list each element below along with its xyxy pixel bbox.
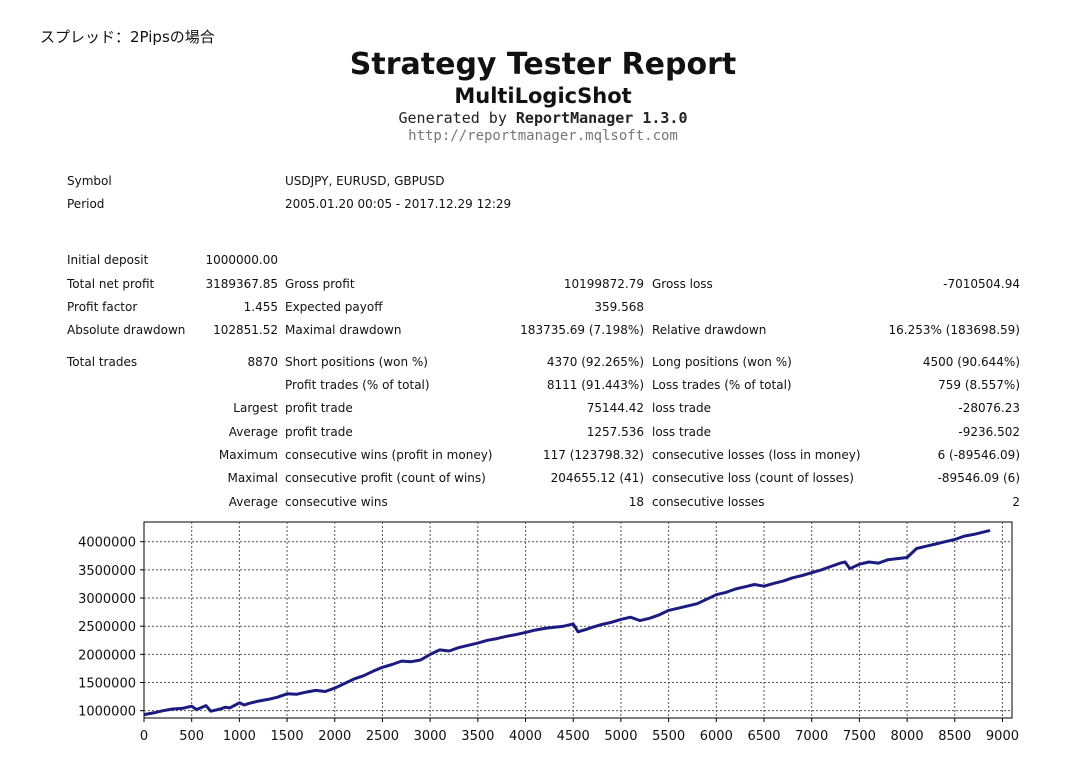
chart-x-axis: 0 500 1000 1500 2000 2500 3000 3500 4000 4500 5000…	[140, 718, 1019, 744]
x-tick-label: 8500	[938, 729, 971, 744]
symbol-value: USDJPY, EURUSD, GBPUSD	[285, 174, 445, 188]
total-net-profit-value: 3189367.85	[205, 277, 278, 291]
maximal-consec-loss-value: -89546.09 (6)	[937, 471, 1020, 485]
maximal-drawdown-label: Maximal drawdown	[285, 323, 402, 337]
symbol-label: Symbol	[67, 174, 112, 188]
x-tick-label: 5000	[604, 729, 637, 744]
report-url[interactable]: http://reportmanager.mqlsoft.com	[408, 128, 678, 144]
absolute-drawdown-label: Absolute drawdown	[67, 323, 186, 337]
y-tick-label: 3000000	[78, 592, 136, 607]
max-consec-losses-label: consecutive losses (loss in money)	[652, 448, 861, 462]
x-tick-label: 9000	[986, 729, 1019, 744]
page-caption: スプレッド：2Pipsの場合	[40, 28, 215, 46]
avg-consec-label: Average	[228, 495, 278, 509]
period-label: Period	[67, 197, 105, 211]
x-tick-label: 8000	[891, 729, 924, 744]
gross-loss-label: Gross loss	[652, 277, 713, 291]
gross-loss-value: -7010504.94	[943, 277, 1020, 291]
initial-deposit-value: 1000000.00	[205, 253, 278, 267]
chart-grid	[144, 522, 1012, 718]
gross-profit-label: Gross profit	[285, 277, 355, 291]
generated-product: ReportManager 1.3.0	[515, 109, 688, 127]
expected-payoff-value: 359.568	[594, 300, 644, 314]
initial-deposit-label: Initial deposit	[67, 253, 149, 267]
report-title: Strategy Tester Report	[349, 47, 737, 82]
x-tick-label: 7500	[843, 729, 876, 744]
balance-series-line	[143, 528, 991, 717]
loss-trades-value: 759 (8.557%)	[938, 378, 1020, 392]
maximal-consec-profit-label: consecutive profit (count of wins)	[285, 471, 486, 485]
chart-y-axis: 1000000 1500000 2000000 2500000 3000000 35000…	[78, 536, 144, 720]
largest-loss-value: -28076.23	[958, 401, 1020, 415]
profit-trades-value: 8111 (91.443%)	[546, 378, 644, 392]
largest-loss-label: loss trade	[652, 401, 711, 415]
avg-consec-wins-value: 18	[628, 495, 644, 509]
maximal-label: Maximal	[227, 471, 278, 485]
short-positions-value: 4370 (92.265%)	[546, 355, 644, 369]
maximal-drawdown-value: 183735.69 (7.198%)	[520, 323, 644, 337]
maximum-label: Maximum	[218, 448, 278, 462]
y-tick-label: 3500000	[78, 564, 136, 579]
avg-consec-wins-label: consecutive wins	[285, 495, 388, 509]
x-tick-label: 6000	[700, 729, 733, 744]
y-tick-label: 1500000	[78, 677, 136, 692]
total-trades-label: Total trades	[67, 355, 138, 369]
x-tick-label: 500	[179, 729, 204, 744]
generated-by: Generated by ReportManager 1.3.0	[0, 109, 1080, 127]
largest-profit-value: 75144.42	[586, 401, 644, 415]
long-positions-label: Long positions (won %)	[652, 355, 792, 369]
max-consec-wins-value: 117 (123798.32)	[543, 448, 644, 462]
max-consec-losses-value: 6 (-89546.09)	[937, 448, 1020, 462]
x-tick-label: 7000	[795, 729, 828, 744]
y-tick-label: 2500000	[78, 620, 136, 635]
x-tick-label: 4000	[509, 729, 542, 744]
y-tick-label: 1000000	[78, 705, 136, 720]
x-tick-label: 3000	[414, 729, 447, 744]
x-tick-label: 2500	[366, 729, 399, 744]
period-value: 2005.01.20 00:05 - 2017.12.29 12:29	[285, 197, 512, 211]
profit-factor-value: 1.455	[243, 300, 278, 314]
x-tick-label: 6500	[747, 729, 780, 744]
average-profit-label: profit trade	[285, 425, 353, 439]
average-loss-value: -9236.502	[958, 425, 1020, 439]
average-label: Average	[228, 425, 278, 439]
x-tick-label: 5500	[652, 729, 685, 744]
total-trades-value: 8870	[247, 355, 278, 369]
x-tick-label: 1500	[271, 729, 304, 744]
average-profit-value: 1257.536	[586, 425, 644, 439]
largest-label: Largest	[233, 401, 278, 415]
x-tick-label: 1000	[223, 729, 256, 744]
generated-prefix: Generated by	[398, 109, 516, 127]
short-positions-label: Short positions (won %)	[285, 355, 428, 369]
absolute-drawdown-value: 102851.52	[213, 323, 278, 337]
x-tick-label: 4500	[557, 729, 590, 744]
maximal-consec-loss-label: consecutive loss (count of losses)	[652, 471, 854, 485]
max-consec-wins-label: consecutive wins (profit in money)	[285, 448, 493, 462]
loss-trades-label: Loss trades (% of total)	[652, 378, 792, 392]
maximal-consec-profit-value: 204655.12 (41)	[550, 471, 644, 485]
x-tick-label: 0	[140, 729, 148, 744]
avg-consec-losses-value: 2	[1012, 495, 1020, 509]
y-tick-label: 2000000	[78, 648, 136, 663]
y-tick-label: 4000000	[78, 536, 136, 551]
report-subtitle: MultiLogicShot	[454, 84, 632, 108]
chart-plot-area	[143, 521, 1013, 719]
profit-trades-label: Profit trades (% of total)	[285, 378, 430, 392]
relative-drawdown-value: 16.253% (183698.59)	[888, 323, 1020, 337]
gross-profit-value: 10199872.79	[563, 277, 644, 291]
long-positions-value: 4500 (90.644%)	[922, 355, 1020, 369]
avg-consec-losses-label: consecutive losses	[652, 495, 765, 509]
x-tick-label: 3500	[461, 729, 494, 744]
largest-profit-label: profit trade	[285, 401, 353, 415]
relative-drawdown-label: Relative drawdown	[652, 323, 767, 337]
profit-factor-label: Profit factor	[67, 300, 138, 314]
x-tick-label: 2000	[318, 729, 351, 744]
average-loss-label: loss trade	[652, 425, 711, 439]
expected-payoff-label: Expected payoff	[285, 300, 383, 314]
total-net-profit-label: Total net profit	[67, 277, 155, 291]
